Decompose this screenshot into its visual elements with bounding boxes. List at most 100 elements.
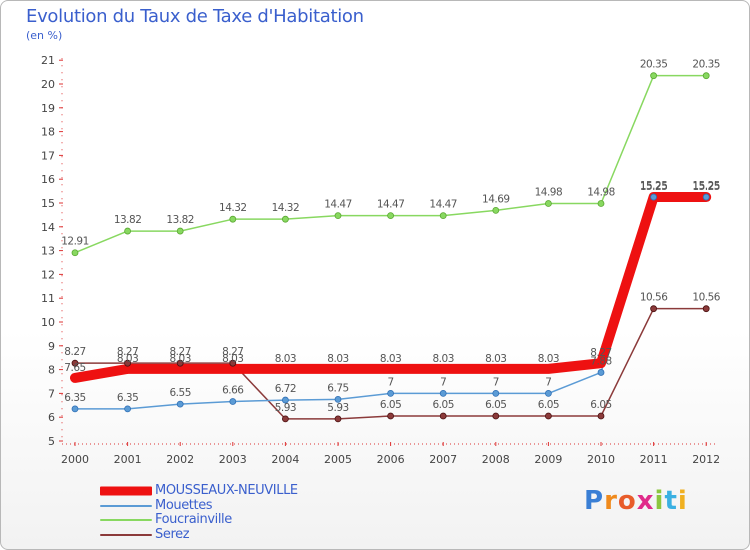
chart-subtitle: (en %): [26, 29, 63, 42]
data-label: 15.25: [640, 181, 668, 193]
series-line-foucrainville: [74, 74, 707, 254]
data-point: [545, 200, 552, 207]
y-tick-label: 19: [41, 102, 55, 115]
y-tick-label: 5: [48, 435, 55, 448]
data-point: [387, 412, 395, 420]
data-point: [71, 249, 79, 257]
data-label: 15.25: [692, 181, 720, 193]
data-label: 10.56: [640, 292, 668, 304]
data-label: 8.03: [327, 353, 348, 365]
logo-letter: i: [677, 486, 688, 516]
data-point: [387, 212, 395, 220]
data-label: 8.03: [380, 353, 401, 365]
data-label: 7: [440, 376, 446, 388]
y-tick-label: 14: [41, 221, 55, 234]
x-tick-label: 2011: [640, 453, 668, 466]
data-point: [281, 396, 289, 404]
data-point: [702, 72, 710, 80]
data-point: [439, 412, 447, 420]
data-point: [597, 369, 605, 376]
data-label: 7: [493, 376, 499, 388]
data-label: 6.05: [380, 399, 401, 411]
data-label: 5.93: [327, 402, 348, 414]
data-label: 5.93: [275, 402, 296, 414]
y-tick-label: 8: [48, 364, 55, 377]
y-tick-label: 16: [41, 173, 55, 186]
y-tick-label: 9: [48, 340, 55, 353]
y-tick-label: 12: [41, 268, 55, 281]
data-point: [229, 215, 237, 223]
data-point: [334, 395, 342, 403]
legend-label: Serez: [155, 526, 190, 542]
logo-letter: t: [664, 486, 678, 516]
series-line-mousseaux-neuville: [70, 192, 712, 383]
data-label: 14.69: [482, 193, 510, 205]
data-label: 6.35: [117, 392, 138, 404]
y-tick-label: 21: [41, 54, 55, 67]
data-point: [71, 405, 79, 413]
data-point: [492, 206, 500, 214]
data-label: 14.47: [324, 199, 352, 211]
data-label: 8.27: [170, 346, 191, 358]
data-point: [492, 412, 500, 420]
x-tick-label: 2006: [377, 453, 405, 466]
legend-label: Foucrainville: [155, 512, 232, 527]
data-label: 20.35: [692, 59, 720, 71]
data-label: 8.27: [590, 347, 611, 359]
data-point: [281, 215, 289, 223]
data-label: 8.03: [538, 353, 559, 365]
x-tick-label: 2004: [271, 453, 299, 466]
logo-letter: P: [584, 486, 605, 516]
y-tick-label: 11: [41, 292, 55, 305]
data-point: [281, 415, 289, 423]
x-tick-label: 2009: [534, 453, 562, 466]
legend-swatch: [100, 519, 152, 522]
data-label: 6.72: [275, 383, 296, 395]
data-label: 7.65: [64, 362, 85, 374]
data-point: [702, 305, 710, 313]
data-label: 7: [388, 376, 394, 388]
data-label: 14.98: [587, 186, 615, 198]
y-tick-label: 7: [48, 387, 55, 400]
data-label: 8.27: [222, 346, 243, 358]
data-label: 12.91: [61, 236, 89, 248]
legend-label: MOUSSEAUX-NEUVILLE: [155, 483, 298, 498]
x-tick-label: 2002: [166, 453, 194, 466]
data-point: [124, 405, 131, 413]
data-label: 15.25: [640, 180, 668, 192]
x-tick-label: 2007: [429, 453, 457, 466]
data-point: [650, 193, 657, 201]
y-tick-label: 13: [41, 245, 55, 258]
data-point: [597, 200, 605, 207]
y-tick-label: 18: [41, 126, 55, 139]
logo-letter: x: [636, 486, 655, 516]
data-point: [597, 412, 605, 420]
logo-letter: i: [654, 486, 665, 516]
logo-letter: o: [617, 486, 637, 516]
data-point: [439, 212, 447, 220]
data-point: [229, 359, 237, 367]
data-label: 14.32: [272, 202, 300, 214]
legend-swatch: [100, 533, 152, 536]
data-point: [439, 389, 447, 397]
data-label: 6.05: [538, 399, 559, 411]
data-point: [176, 359, 184, 367]
data-point: [124, 359, 131, 367]
data-point: [176, 227, 184, 235]
data-label: 14.98: [535, 186, 563, 198]
data-point: [650, 305, 657, 313]
data-label: 8.03: [117, 353, 138, 365]
data-label: 6.55: [170, 387, 191, 399]
legend-swatch: [100, 486, 152, 496]
data-point: [334, 212, 342, 220]
y-tick-label: 17: [41, 149, 55, 162]
logo-letter: r: [604, 486, 618, 516]
data-label: 14.47: [377, 199, 405, 211]
x-tick-label: 2005: [324, 453, 352, 466]
proxiti-logo: Proxiti: [584, 486, 688, 516]
chart-title: Evolution du Taux de Taxe d'Habitation: [26, 6, 364, 27]
data-label: 8.27: [117, 346, 138, 358]
x-tick-label: 2003: [219, 453, 247, 466]
x-tick-label: 2010: [587, 453, 615, 466]
data-point: [176, 400, 184, 408]
